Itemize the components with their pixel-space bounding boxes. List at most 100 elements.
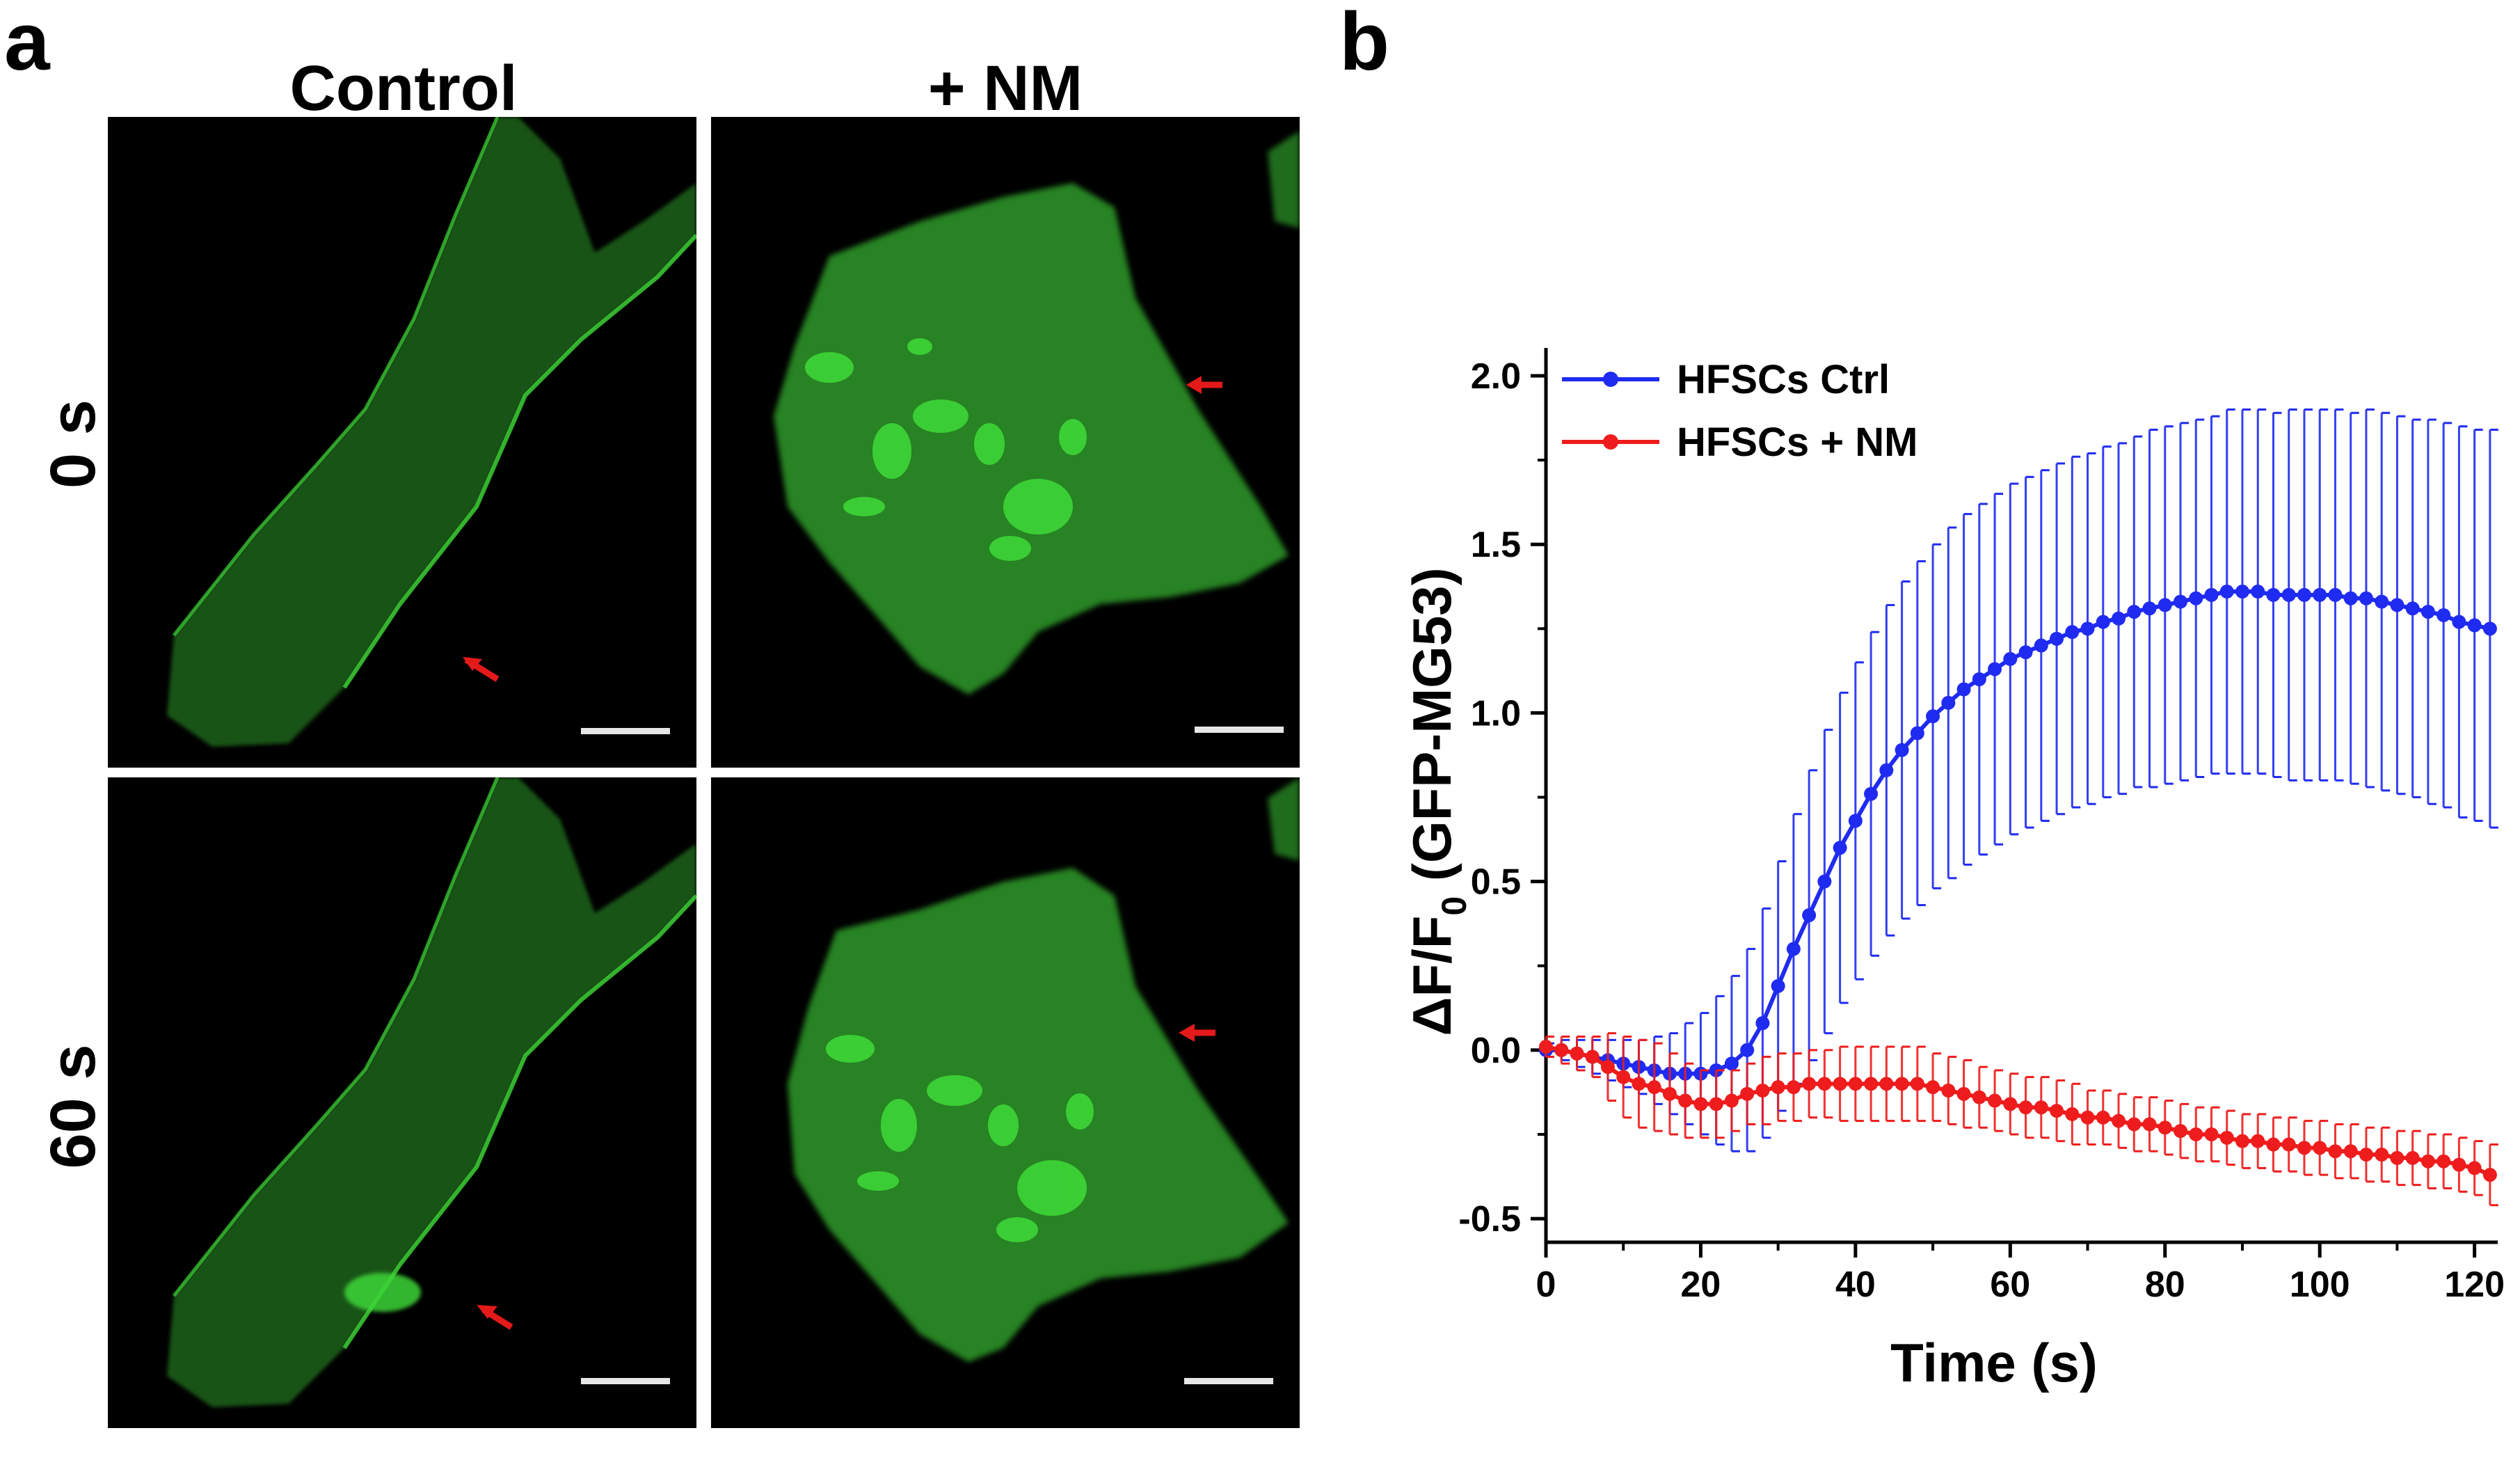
data-point xyxy=(2080,1110,2095,1125)
data-point xyxy=(1600,1060,1615,1075)
data-point xyxy=(1833,1077,1847,1091)
data-point xyxy=(1833,841,1847,855)
data-point xyxy=(1879,1077,1894,1091)
data-point xyxy=(1771,1080,1785,1095)
data-point xyxy=(1786,1080,1801,1095)
data-point xyxy=(2003,1097,2018,1111)
data-point xyxy=(1632,1060,1646,1075)
data-point xyxy=(2034,1100,2048,1115)
data-point xyxy=(2065,1107,2080,1121)
y-tick-label: 0.0 xyxy=(1471,1031,1521,1071)
data-point xyxy=(1554,1043,1569,1057)
data-point xyxy=(2112,611,2126,626)
data-point xyxy=(1817,1077,1832,1091)
data-point xyxy=(2189,1127,2203,1141)
data-point xyxy=(1570,1046,1584,1061)
data-point xyxy=(1755,1084,1770,1098)
data-point xyxy=(2482,621,2497,636)
data-point xyxy=(1864,1077,1879,1091)
data-point xyxy=(2437,608,2451,622)
data-point xyxy=(2313,587,2327,602)
data-point xyxy=(1600,1053,1615,1068)
data-point xyxy=(2158,598,2172,612)
cell-body xyxy=(167,777,696,1407)
x-tick-label: 0 xyxy=(1536,1265,1556,1305)
data-point xyxy=(2343,1144,2358,1159)
data-point xyxy=(1786,942,1801,956)
x-tick-label: 60 xyxy=(1990,1265,2030,1305)
data-point xyxy=(1802,908,1817,923)
x-tick-label: 20 xyxy=(1681,1265,1721,1305)
series-ctrl xyxy=(1539,408,2498,1152)
legend-marker xyxy=(1603,372,1618,387)
data-point xyxy=(1678,1093,1693,1108)
data-point xyxy=(1554,1043,1569,1057)
x-tick-label: 80 xyxy=(2145,1265,2185,1305)
data-point xyxy=(1988,1093,2002,1108)
data-point xyxy=(1910,726,1924,740)
scale-bar xyxy=(1184,1378,1273,1384)
data-point xyxy=(1709,1063,1723,1077)
data-point xyxy=(1879,763,1894,777)
data-point xyxy=(2189,591,2203,605)
data-point xyxy=(1755,1016,1770,1031)
data-point xyxy=(1539,1043,1553,1057)
data-point xyxy=(2266,587,2281,602)
data-point xyxy=(2343,591,2358,605)
micrograph-nm-60s xyxy=(711,777,1300,1428)
data-point xyxy=(1771,978,1785,993)
data-point xyxy=(1647,1063,1661,1077)
data-point xyxy=(2328,1144,2343,1159)
data-point xyxy=(2390,598,2405,612)
data-point xyxy=(1941,695,1956,710)
data-point xyxy=(2127,605,2142,619)
data-point xyxy=(2452,1157,2466,1172)
scale-bar xyxy=(581,728,670,734)
data-point xyxy=(2050,1104,2064,1118)
series-line xyxy=(1545,1045,2491,1177)
column-label-control: Control xyxy=(289,53,518,124)
micrograph-control-60s xyxy=(108,777,696,1428)
data-point xyxy=(2204,587,2219,602)
data-point xyxy=(2375,594,2389,609)
data-point xyxy=(1616,1070,1631,1084)
data-point xyxy=(2096,615,2110,629)
data-point xyxy=(2142,601,2157,616)
data-point xyxy=(2034,638,2048,653)
data-point xyxy=(1740,1043,1755,1057)
cell-body xyxy=(788,868,1289,1362)
data-point xyxy=(2266,1137,2281,1152)
x-tick-label: 40 xyxy=(1835,1265,1876,1305)
data-point xyxy=(1864,786,1879,801)
data-point xyxy=(1724,1093,1739,1108)
data-point xyxy=(1662,1066,1677,1081)
data-point xyxy=(2235,1134,2249,1148)
data-point xyxy=(2158,1120,2172,1135)
x-tick-label: 100 xyxy=(2290,1265,2350,1305)
data-point xyxy=(1724,1056,1739,1071)
data-point xyxy=(2219,1130,2234,1145)
y-tick-label: 1.0 xyxy=(1471,693,1521,734)
data-point xyxy=(2405,601,2420,616)
data-point xyxy=(2065,625,2080,640)
data-point xyxy=(2096,1110,2110,1125)
data-point xyxy=(2281,587,2296,602)
data-point xyxy=(2251,585,2265,599)
data-point xyxy=(2174,594,2187,609)
data-point xyxy=(2018,1100,2033,1115)
data-point xyxy=(2359,1148,2373,1162)
legend-marker xyxy=(1603,434,1618,450)
panel-b-label: b xyxy=(1339,0,1390,88)
data-point xyxy=(2421,1154,2435,1168)
data-point xyxy=(1972,672,1986,686)
y-tick-label: 0.5 xyxy=(1471,862,1521,903)
cell-body xyxy=(774,183,1289,695)
y-tick-label: -0.5 xyxy=(1458,1199,1521,1239)
data-point xyxy=(1740,1086,1755,1101)
y-axis-label: ΔF/F0 (GFP-MG53) xyxy=(1401,567,1474,1036)
data-point xyxy=(1662,1086,1677,1101)
series-line xyxy=(1546,589,2491,1076)
data-point xyxy=(2482,1168,2497,1182)
data-point xyxy=(1570,1046,1584,1061)
data-point xyxy=(1539,1040,1553,1054)
